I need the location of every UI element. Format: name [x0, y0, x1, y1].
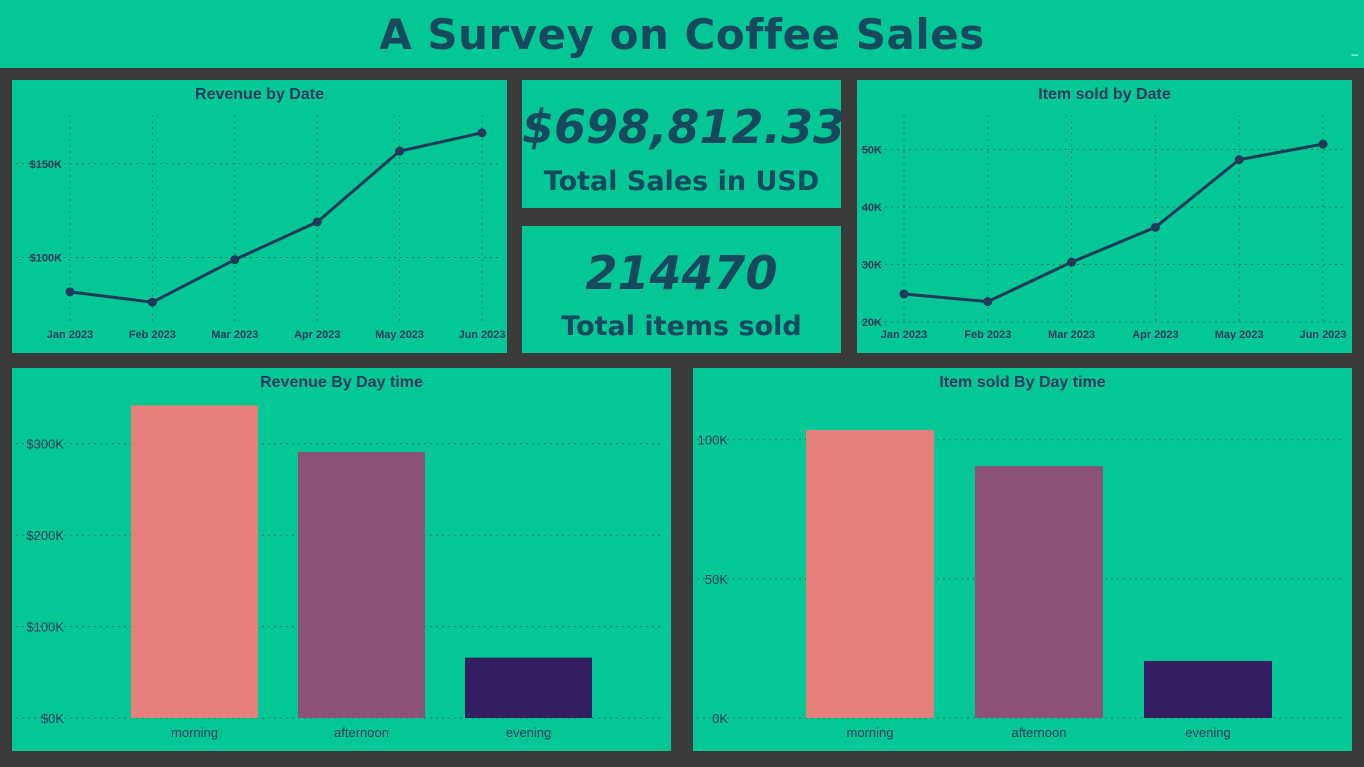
series-line	[903, 142, 1324, 304]
x-tick-label: Apr 2023	[294, 329, 340, 341]
data-point	[230, 255, 240, 265]
chart-title: Revenue by Date	[195, 86, 324, 103]
dashboard-header: A Survey on Coffee Sales –	[0, 0, 1364, 68]
bar-afternoon	[298, 451, 425, 718]
revenue-by-date-chart: $100K $150K Jan 2023 Feb 2023 Mar 2023 Apr 20…	[16, 115, 506, 341]
data-point	[983, 297, 993, 307]
data-point	[1150, 222, 1160, 232]
items-by-date-panel: Item sold by Date 20K 30K 40K 50K Jan 2023 Fe…	[857, 80, 1352, 353]
data-point	[1234, 155, 1244, 165]
data-point	[899, 289, 909, 299]
x-tick-label: Jun 2023	[1299, 329, 1346, 341]
x-tick-label: Feb 2023	[964, 329, 1011, 341]
x-tick-label: Jan 2023	[881, 329, 927, 341]
x-tick-label: evening	[1185, 725, 1231, 740]
y-tick-label: $0K	[41, 711, 64, 726]
y-tick-label: 50K	[705, 572, 728, 587]
x-tick-label: Mar 2023	[1048, 329, 1095, 341]
y-tick-label: $300K	[26, 437, 64, 452]
x-tick-label: afternoon	[334, 725, 389, 740]
y-tick-label: 100K	[698, 433, 729, 448]
total-items-label: Total items sold	[561, 311, 802, 342]
data-point	[1067, 257, 1077, 267]
total-sales-value: $698,812.33	[522, 100, 846, 154]
revenue-by-date-panel: Revenue by Date $100K $150K Jan 2023 Feb 20…	[12, 80, 507, 353]
x-tick-label: afternoon	[1012, 725, 1067, 740]
data-point	[65, 287, 75, 297]
items-by-date-chart: 20K 30K 40K 50K Jan 2023 Feb 2023 Mar 2023 Apr …	[861, 115, 1347, 341]
total-items-card: 214470 Total items sold	[522, 226, 841, 353]
chart-title: Revenue By Day time	[260, 374, 423, 391]
y-tick-label: $100K	[30, 253, 62, 265]
x-tick-label: morning	[171, 725, 218, 740]
minimize-icon[interactable]: –	[1351, 47, 1358, 61]
y-tick-label: 50K	[862, 145, 882, 157]
page-title: A Survey on Coffee Sales	[379, 9, 985, 59]
items-by-daytime-panel: Item sold By Day time 0K 50K 100K morning af…	[693, 368, 1352, 751]
y-tick-label: 0K	[712, 711, 728, 726]
total-items-value: 214470	[585, 246, 778, 300]
y-tick-label: 40K	[862, 202, 882, 214]
data-point	[395, 146, 405, 156]
data-point	[1318, 139, 1328, 149]
data-point	[147, 297, 157, 307]
chart-title: Item sold by Date	[1038, 86, 1171, 103]
bar-afternoon	[975, 466, 1103, 718]
y-tick-label: 20K	[862, 317, 882, 329]
x-tick-label: Jun 2023	[458, 329, 505, 341]
x-tick-label: evening	[506, 725, 552, 740]
y-tick-label: $100K	[26, 620, 64, 635]
x-tick-label: Feb 2023	[129, 329, 176, 341]
bar-morning	[806, 430, 934, 718]
x-tick-label: Jan 2023	[47, 329, 93, 341]
total-sales-label: Total Sales in USD	[543, 166, 820, 197]
total-sales-card: $698,812.33 Total Sales in USD	[522, 80, 846, 208]
x-tick-label: Apr 2023	[1132, 329, 1178, 341]
x-tick-label: May 2023	[1215, 329, 1264, 341]
y-tick-label: 30K	[862, 260, 882, 272]
y-tick-label: $150K	[30, 159, 62, 171]
data-point	[477, 128, 487, 138]
items-by-daytime-chart: 0K 50K 100K morning afternoon evening	[697, 430, 1343, 740]
x-tick-label: Mar 2023	[211, 329, 258, 341]
bar-morning	[131, 405, 258, 718]
x-tick-label: morning	[847, 725, 894, 740]
revenue-by-daytime-panel: Revenue By Day time $0K $100K $200K $300K mo…	[12, 368, 671, 751]
series-line	[69, 131, 483, 304]
chart-title: Item sold By Day time	[939, 374, 1106, 391]
revenue-by-daytime-chart: $0K $100K $200K $300K morning afternoon evenin…	[16, 405, 662, 740]
x-tick-label: May 2023	[375, 329, 424, 341]
y-tick-label: $200K	[26, 528, 64, 543]
bar-evening	[465, 657, 592, 718]
data-point	[312, 217, 322, 227]
bar-evening	[1144, 660, 1272, 718]
